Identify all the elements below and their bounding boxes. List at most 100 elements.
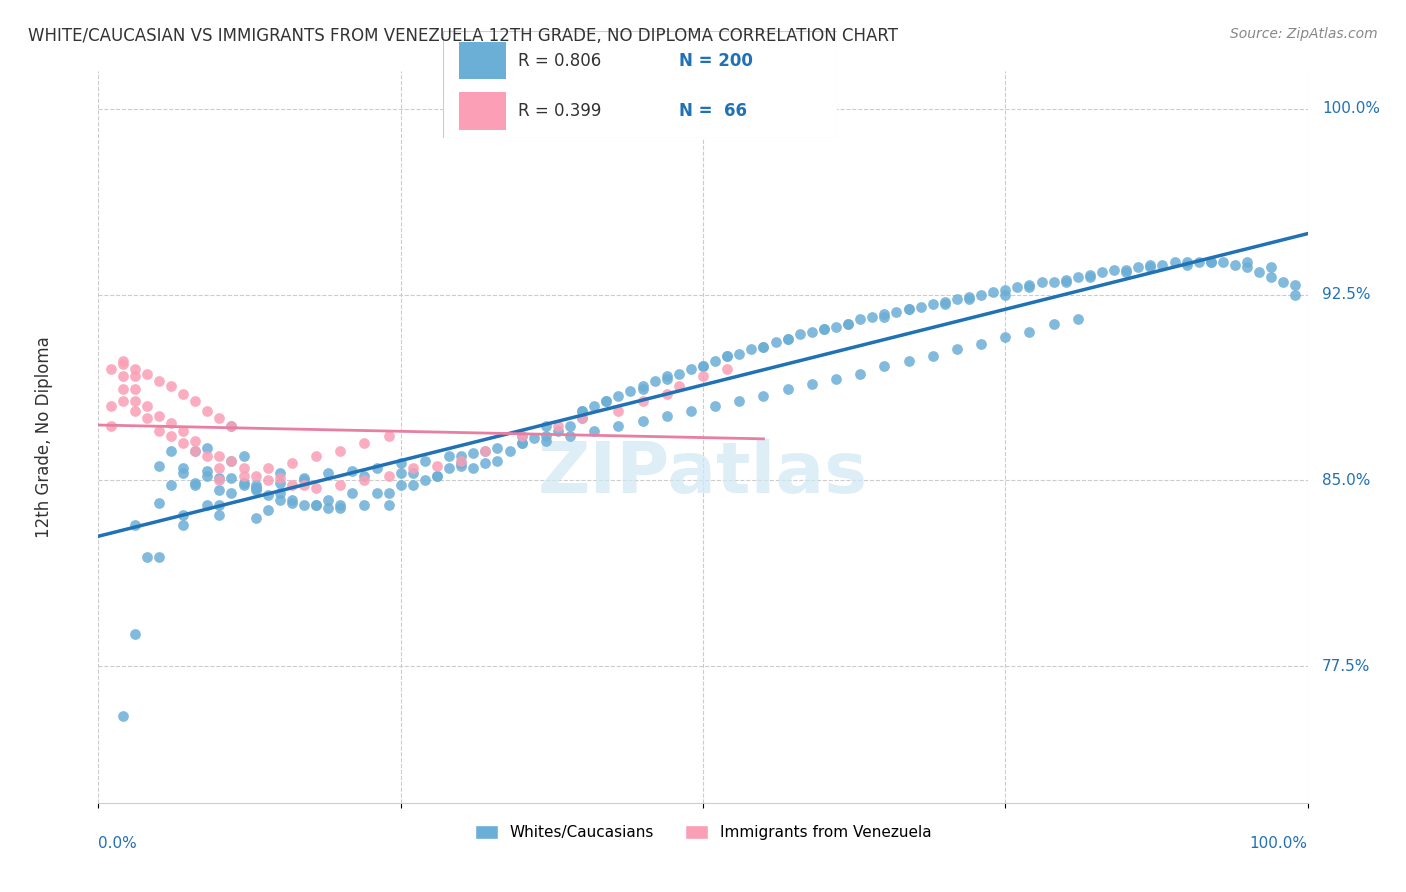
Point (100, 362, 122, 376)
Point (946, 342, 969, 356)
Point (692, 369, 714, 384)
Point (692, 359, 714, 374)
Point (1042, 318, 1064, 332)
Point (644, 374, 666, 388)
Point (111, 394, 134, 409)
Text: N = 200: N = 200 (679, 53, 754, 70)
Point (135, 550, 157, 565)
Point (1018, 277, 1040, 292)
Point (292, 498, 315, 512)
Point (172, 518, 194, 533)
Point (765, 334, 787, 349)
Point (450, 449, 472, 463)
Point (172, 508, 194, 523)
Point (1115, 262, 1137, 277)
Point (281, 478, 304, 492)
Point (402, 461, 425, 475)
Point (692, 359, 714, 374)
Point (377, 468, 399, 483)
Point (305, 498, 328, 512)
Point (450, 456, 472, 470)
Point (329, 500, 352, 515)
Point (934, 297, 956, 311)
Point (232, 468, 254, 483)
Point (704, 354, 727, 368)
Text: R = 0.806: R = 0.806 (517, 53, 600, 70)
Point (124, 394, 146, 409)
Point (184, 394, 207, 409)
Point (366, 486, 388, 500)
Point (994, 329, 1017, 343)
Point (160, 443, 183, 458)
Point (426, 458, 449, 473)
Point (232, 478, 254, 492)
Point (1236, 260, 1258, 275)
Point (571, 404, 593, 418)
Point (172, 424, 194, 438)
Point (813, 322, 835, 336)
Point (256, 503, 278, 517)
Point (184, 443, 207, 458)
Point (353, 474, 375, 488)
Point (1260, 260, 1282, 275)
Point (221, 418, 243, 433)
Point (897, 302, 920, 317)
Point (1163, 255, 1185, 269)
Point (195, 442, 218, 456)
Point (1067, 312, 1090, 326)
Point (437, 449, 460, 463)
Point (316, 493, 339, 508)
Point (934, 295, 956, 310)
Point (256, 474, 278, 488)
Point (172, 386, 194, 401)
Point (305, 481, 328, 495)
Point (208, 474, 231, 488)
Point (655, 386, 678, 401)
Point (474, 443, 496, 458)
Point (547, 418, 569, 433)
Point (245, 481, 267, 495)
Point (1067, 270, 1090, 285)
Point (595, 394, 617, 409)
Legend: Whites/Caucasians, Immigrants from Venezuela: Whites/Caucasians, Immigrants from Venez… (468, 819, 938, 847)
Point (776, 332, 799, 346)
Point (994, 287, 1017, 301)
Point (377, 486, 399, 500)
Point (583, 424, 606, 438)
Point (607, 418, 630, 433)
Point (208, 411, 231, 425)
Point (534, 418, 557, 433)
Text: 0.0%: 0.0% (98, 836, 138, 851)
Point (740, 342, 762, 356)
Point (148, 374, 170, 388)
Point (1175, 255, 1198, 269)
Point (571, 404, 593, 418)
Point (1078, 268, 1101, 282)
Text: 100.0%: 100.0% (1322, 101, 1381, 116)
Text: WHITE/CAUCASIAN VS IMMIGRANTS FROM VENEZUELA 12TH GRADE, NO DIPLOMA CORRELATION : WHITE/CAUCASIAN VS IMMIGRANTS FROM VENEZ… (28, 27, 898, 45)
Point (208, 508, 231, 523)
Point (825, 319, 848, 334)
Point (111, 357, 134, 371)
Point (195, 498, 218, 512)
Bar (458, 92, 506, 129)
Point (305, 449, 328, 463)
Point (1139, 260, 1161, 275)
Point (208, 449, 231, 463)
Text: N =  66: N = 66 (679, 103, 747, 120)
Point (957, 290, 980, 304)
Point (619, 384, 641, 399)
Point (970, 287, 993, 301)
Point (849, 312, 872, 326)
Point (184, 434, 207, 448)
Point (135, 399, 157, 413)
Point (1272, 275, 1295, 289)
Point (100, 418, 122, 433)
Text: Source: ZipAtlas.com: Source: ZipAtlas.com (1230, 27, 1378, 41)
Point (292, 478, 315, 492)
Point (1115, 265, 1137, 279)
Point (281, 496, 304, 510)
Point (1007, 280, 1029, 294)
Point (269, 486, 291, 500)
Point (245, 481, 267, 495)
